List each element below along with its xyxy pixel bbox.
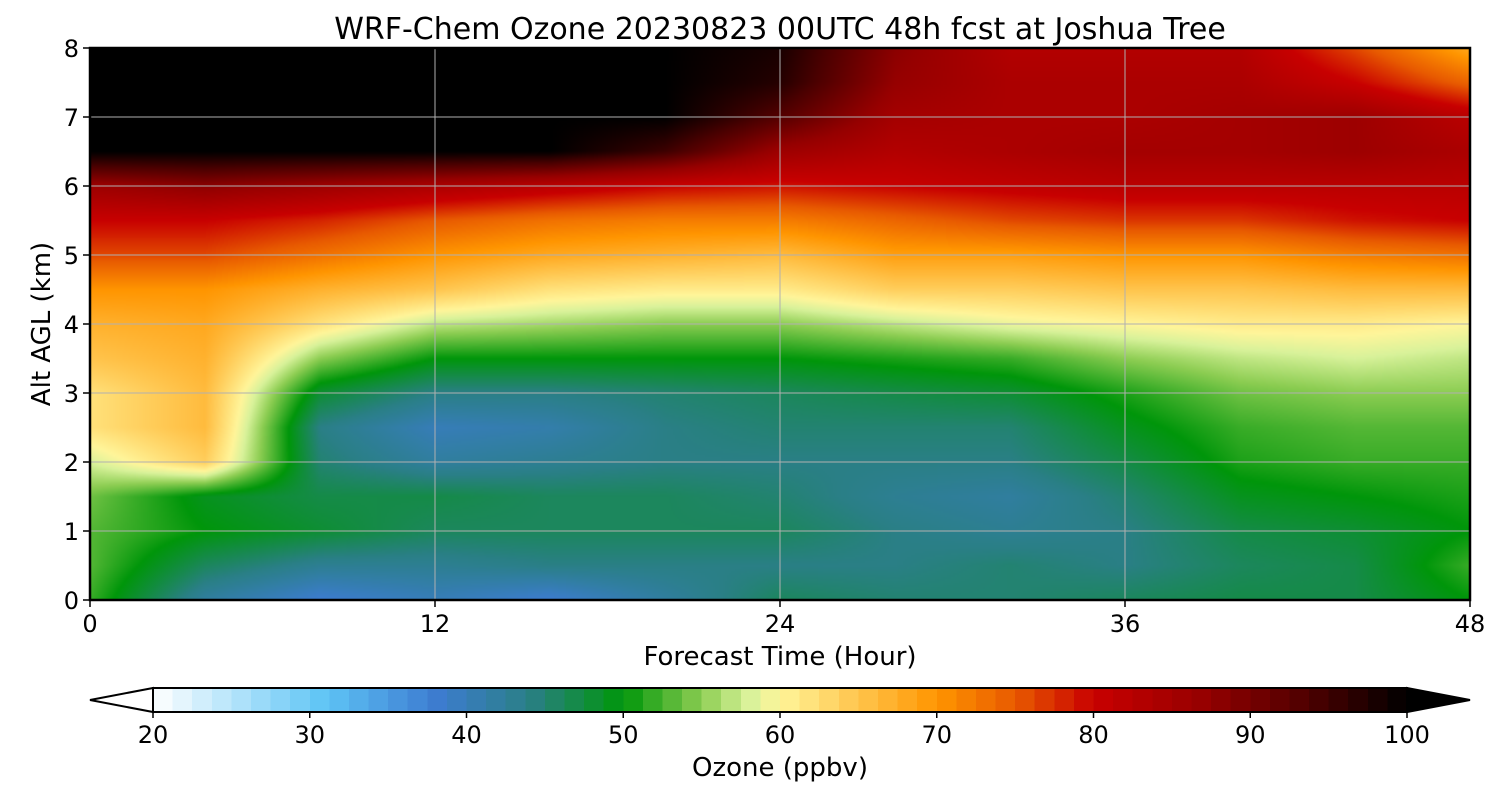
x-tick-label: 24 [765,610,796,638]
colorbar-gradient [153,688,1407,712]
x-tick-label: 36 [1110,610,1141,638]
colorbar-tick-label: 30 [294,721,325,749]
grid-lines [90,48,1470,600]
colorbar: 20 30 40 50 60 70 80 90 100 Ozone (ppbv) [89,686,1471,783]
x-tick-label: 48 [1455,610,1486,638]
colorbar-tick-label: 80 [1078,721,1109,749]
y-tick-label: 8 [64,35,79,63]
colorbar-tick-label: 50 [608,721,639,749]
x-tick-label: 0 [82,610,97,638]
x-tick-label: 12 [420,610,451,638]
y-tick-label: 2 [64,449,79,477]
colorbar-tick-label: 40 [451,721,482,749]
y-tick-label: 4 [64,311,79,339]
plot-area [88,46,1472,602]
colorbar-ticks: 20 30 40 50 60 70 80 90 100 [138,712,1430,749]
x-axis: 0 12 24 36 48 [82,600,1485,638]
colorbar-tick-label: 70 [921,721,952,749]
chart-title: WRF-Chem Ozone 20230823 00UTC 48h fcst a… [334,12,1226,47]
y-tick-label: 7 [64,104,79,132]
colorbar-tick-label: 60 [765,721,796,749]
y-axis-label: Alt AGL (km) [27,242,57,406]
colorbar-tick-label: 90 [1235,721,1266,749]
y-tick-label: 0 [64,587,79,615]
y-tick-label: 1 [64,518,79,546]
colorbar-tick-label: 20 [138,721,169,749]
y-tick-label: 3 [64,380,79,408]
x-axis-label: Forecast Time (Hour) [643,642,916,672]
colorbar-extend-high [1406,686,1471,714]
y-axis: 0 1 2 3 4 5 6 7 8 [64,35,90,615]
colorbar-extend-low [89,686,154,714]
y-tick-label: 6 [64,173,79,201]
y-tick-label: 5 [64,242,79,270]
colorbar-label: Ozone (ppbv) [692,753,868,783]
colorbar-tick-label: 100 [1384,721,1430,749]
